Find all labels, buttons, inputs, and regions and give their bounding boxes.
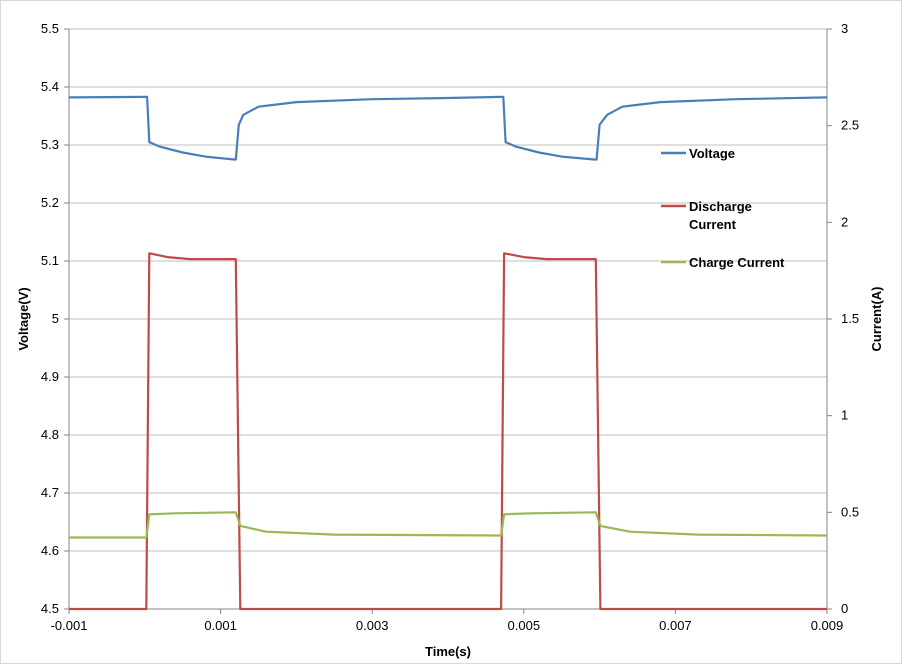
gridlines — [69, 28, 827, 610]
y2-tick-label: 2 — [841, 214, 848, 229]
x-tick-label: 0.009 — [811, 618, 844, 633]
y-tick-label: 4.8 — [41, 427, 59, 442]
y-tick-label: 5 — [52, 311, 59, 326]
x-axis-title: Time(s) — [425, 644, 471, 659]
y-tick-label: 5.4 — [41, 79, 59, 94]
y-tick-label: 5.5 — [41, 21, 59, 36]
y2-tick-label: 0.5 — [841, 504, 859, 519]
y-tick-label: 4.5 — [41, 601, 59, 616]
y2-tick-label: 0 — [841, 601, 848, 616]
y-tick-label: 5.2 — [41, 195, 59, 210]
x-tick-label: -0.001 — [51, 618, 88, 633]
y2-axis-title: Current(A) — [869, 287, 884, 352]
y2-tick-label: 1 — [841, 408, 848, 423]
y-tick-label: 5.1 — [41, 253, 59, 268]
series-line-charge-current — [69, 511, 828, 539]
series-line-voltage — [68, 95, 828, 161]
series-lines — [68, 95, 828, 611]
y-tick-label: 4.9 — [41, 369, 59, 384]
axes — [64, 28, 832, 614]
y-tick-label: 4.7 — [41, 485, 59, 500]
x-tick-label: 0.005 — [508, 618, 541, 633]
y2-tick-label: 2.5 — [841, 118, 859, 133]
tick-labels: 4.5 4.6 4.7 4.8 4.9 5 5.1 5.2 5.3 5.4 5.5 0 0.5 1 1.5 2… — [41, 21, 859, 633]
y-axis-title: Voltage(V) — [16, 287, 31, 350]
x-tick-label: 0.007 — [659, 618, 692, 633]
legend-label-charge-current: Charge Current — [689, 255, 785, 270]
series-line-discharge-current — [69, 252, 827, 611]
y-tick-label: 5.3 — [41, 137, 59, 152]
y2-tick-label: 1.5 — [841, 311, 859, 326]
legend: Voltage Discharge Current Charge Current — [661, 146, 785, 270]
y2-tick-label: 3 — [841, 21, 848, 36]
x-tick-label: 0.003 — [356, 618, 389, 633]
y-tick-label: 4.6 — [41, 543, 59, 558]
legend-label-discharge-current: Discharge Current — [689, 199, 752, 232]
legend-label-voltage: Voltage — [689, 146, 735, 161]
x-tick-label: 0.001 — [204, 618, 237, 633]
